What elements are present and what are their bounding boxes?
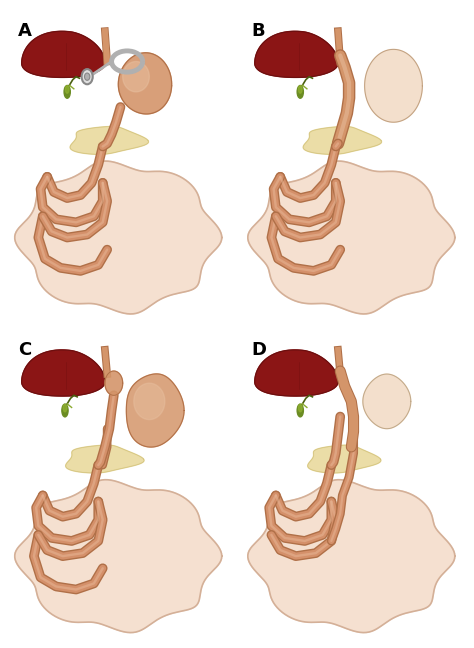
Polygon shape xyxy=(22,350,105,396)
Ellipse shape xyxy=(297,404,303,417)
Polygon shape xyxy=(255,350,338,396)
Polygon shape xyxy=(248,480,455,632)
Ellipse shape xyxy=(62,404,68,417)
Ellipse shape xyxy=(299,86,302,93)
Polygon shape xyxy=(365,49,422,122)
Polygon shape xyxy=(255,31,338,77)
Polygon shape xyxy=(308,445,381,473)
Polygon shape xyxy=(105,371,123,395)
Polygon shape xyxy=(70,126,148,154)
Ellipse shape xyxy=(63,404,67,412)
Ellipse shape xyxy=(297,86,303,98)
Text: D: D xyxy=(251,341,266,359)
Polygon shape xyxy=(118,52,172,114)
Ellipse shape xyxy=(64,86,70,98)
Ellipse shape xyxy=(299,404,302,412)
Polygon shape xyxy=(22,31,105,77)
Polygon shape xyxy=(303,126,382,154)
Polygon shape xyxy=(15,161,222,314)
Circle shape xyxy=(84,73,90,80)
Text: B: B xyxy=(251,22,265,40)
Text: A: A xyxy=(18,22,32,40)
Polygon shape xyxy=(15,480,222,632)
Polygon shape xyxy=(363,374,411,429)
Polygon shape xyxy=(123,62,149,92)
Polygon shape xyxy=(134,383,165,420)
Text: C: C xyxy=(18,341,32,359)
Circle shape xyxy=(82,69,93,84)
Polygon shape xyxy=(248,161,455,314)
Ellipse shape xyxy=(65,86,69,93)
Polygon shape xyxy=(66,445,144,473)
Polygon shape xyxy=(127,374,184,447)
